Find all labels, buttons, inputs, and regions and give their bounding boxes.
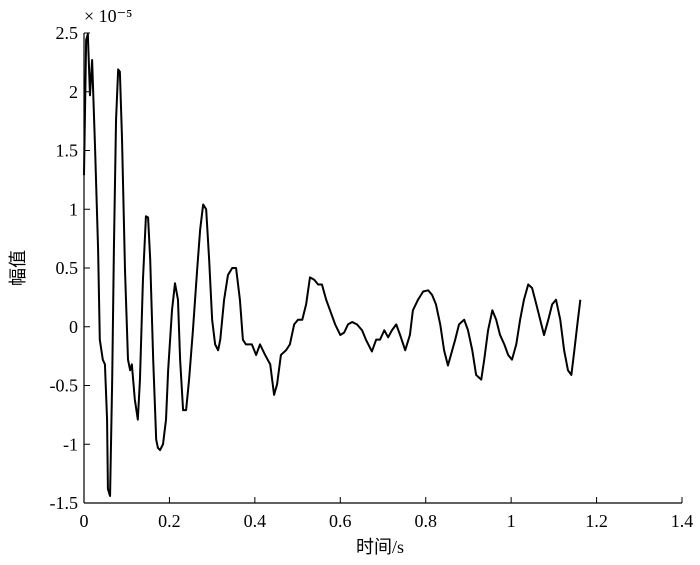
x-tick-label: 0 [80,511,89,531]
y-tick-label: 1 [69,199,78,219]
y-exponent-label: × 10⁻⁵ [84,6,132,26]
x-tick-label: 0.4 [244,511,267,531]
data-line [83,33,582,497]
y-tick-label: -1.5 [50,493,79,513]
x-tick-label: 0.6 [329,511,352,531]
y-tick-label: 0 [69,317,78,337]
y-tick-label: 0.5 [56,258,79,278]
y-tick-label: 2.5 [56,23,79,43]
y-axis-label: 幅值 [8,250,28,286]
x-tick-label: 1.4 [671,511,694,531]
x-tick-label: 1.2 [585,511,608,531]
y-tick-label: 2 [69,82,78,102]
x-tick-label: 1 [507,511,516,531]
x-tick-label: 0.8 [414,511,437,531]
y-tick-label: -0.5 [50,376,79,396]
y-tick-label: -1 [63,434,78,454]
x-axis-label: 时间/s [356,537,404,557]
x-tick-label: 0.2 [158,511,181,531]
y-tick-label: 1.5 [56,141,79,161]
